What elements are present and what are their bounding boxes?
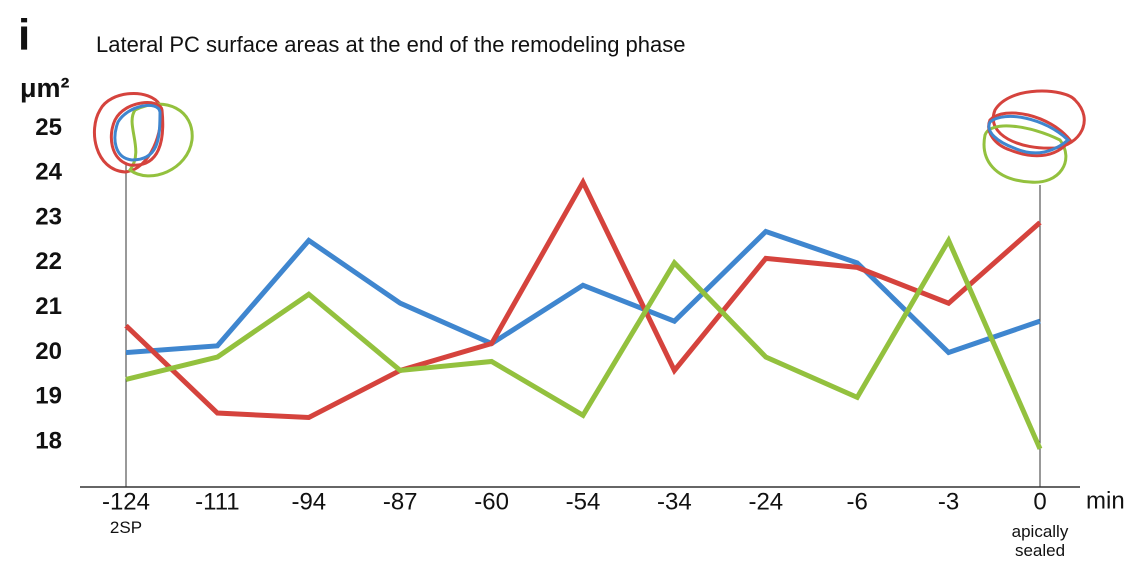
x-tick-label: -87 — [383, 488, 418, 515]
y-tick-label: 22 — [35, 248, 62, 275]
x-tick-label: -54 — [566, 488, 601, 515]
y-tick-label: 18 — [35, 428, 62, 455]
annotation: 2SP — [86, 518, 166, 537]
y-tick-label: 19 — [35, 383, 62, 410]
x-tick-label: -60 — [474, 488, 509, 515]
panel-label: i — [18, 11, 30, 60]
chart: i Lateral PC surface areas at the end of… — [0, 0, 1140, 564]
x-tick-label: -94 — [291, 488, 326, 515]
x-tick-label: -3 — [938, 488, 959, 515]
page: i Lateral PC surface areas at the end of… — [0, 0, 1140, 564]
y-tick-label: 24 — [35, 159, 62, 186]
x-axis-label: min — [1086, 487, 1125, 514]
y-tick-label: 23 — [35, 203, 62, 230]
x-tick-label: -6 — [847, 488, 868, 515]
annotation: apically sealed — [1005, 522, 1075, 560]
y-tick-label: 25 — [35, 114, 62, 141]
x-tick-label: 0 — [1033, 488, 1046, 515]
cell-outline-left — [94, 94, 192, 176]
x-tick-label: -34 — [657, 488, 692, 515]
x-tick-label: -124 — [102, 488, 150, 515]
y-axis-label: μm² — [20, 73, 70, 103]
line-series — [126, 232, 1040, 353]
x-tick-label: -111 — [195, 488, 239, 515]
line-series — [126, 182, 1040, 417]
cell-outline-right — [984, 91, 1084, 182]
x-tick-label: -24 — [748, 488, 783, 515]
y-tick-label: 21 — [35, 293, 62, 320]
chart-title: Lateral PC surface areas at the end of t… — [96, 32, 685, 57]
y-tick-label: 20 — [35, 338, 62, 365]
